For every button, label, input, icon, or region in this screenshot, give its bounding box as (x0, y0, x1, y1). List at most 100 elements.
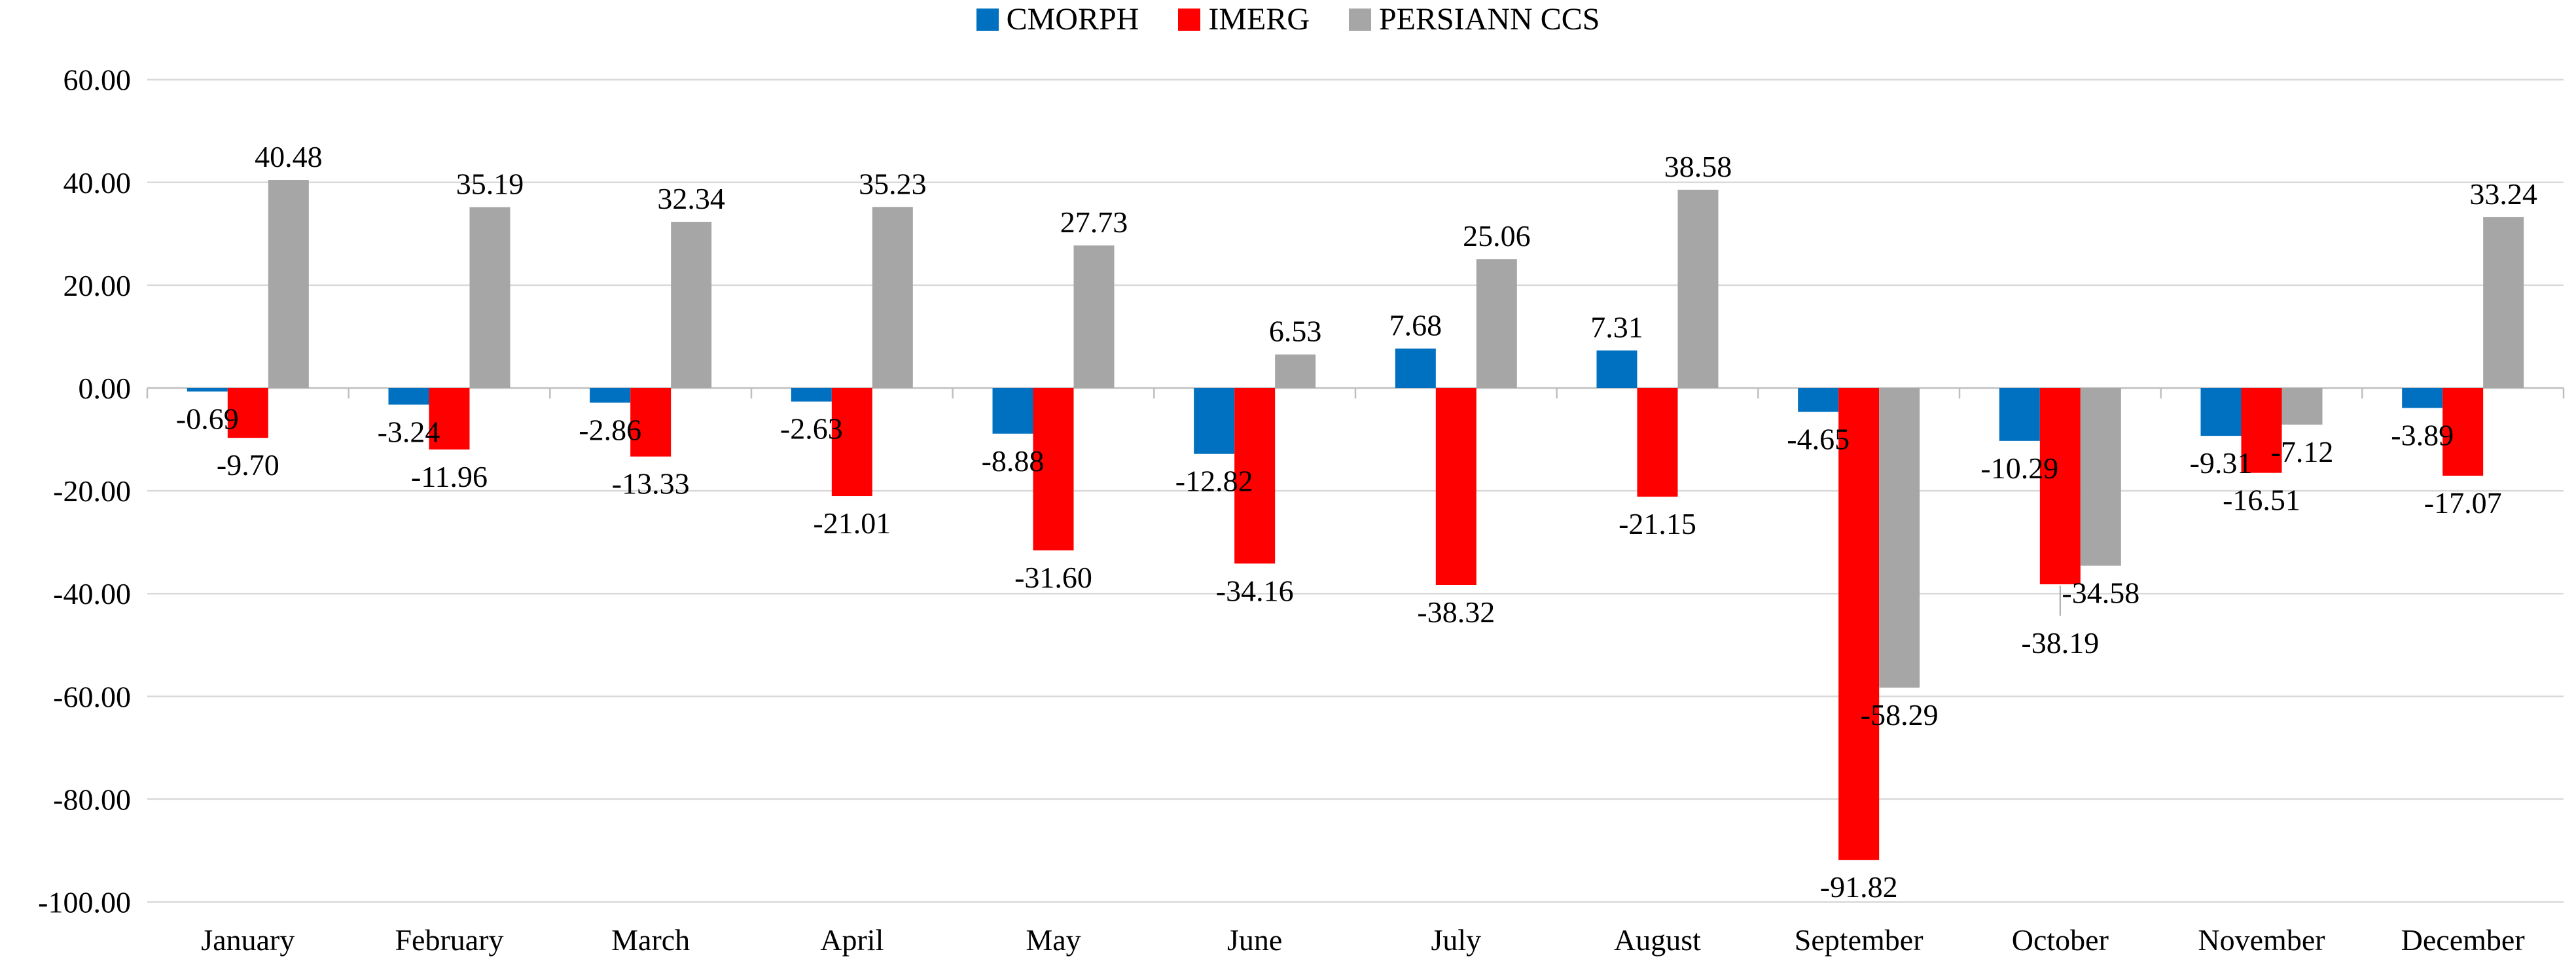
bar-persiann-ccs-february (469, 207, 510, 388)
data-label: -38.32 (1417, 595, 1495, 629)
bar-persiann-ccs-august (1677, 189, 1719, 388)
y-axis-tick-label: 20.00 (63, 269, 132, 302)
x-axis-label: March (611, 923, 690, 957)
x-axis-label: October (2012, 923, 2109, 957)
data-label: 35.19 (456, 168, 524, 201)
y-axis-tick-label: 60.00 (63, 63, 132, 97)
x-axis-label: April (820, 923, 884, 957)
bar-cmorph-september (1798, 388, 1839, 412)
bar-cmorph-may (992, 388, 1033, 434)
bar-persiann-ccs-april (872, 207, 913, 388)
data-label: -91.82 (1820, 870, 1898, 904)
data-label: -9.70 (217, 448, 279, 482)
bar-cmorph-december (2402, 388, 2443, 408)
legend-swatch-imerg (1178, 9, 1201, 31)
x-axis-label: August (1614, 923, 1701, 957)
x-axis-label: May (1026, 923, 1081, 957)
bar-cmorph-february (388, 388, 429, 405)
x-axis-label: December (2401, 923, 2525, 957)
y-axis-tick-label: -20.00 (53, 474, 131, 508)
bar-imerg-february (429, 388, 470, 450)
legend-swatch-cmorph (976, 9, 999, 31)
data-label: -4.65 (1787, 423, 1850, 456)
data-label: 7.31 (1590, 311, 1643, 344)
bar-imerg-march (630, 388, 671, 457)
data-label: -3.89 (2391, 419, 2454, 452)
bar-imerg-october (2039, 388, 2081, 584)
data-label: -2.63 (780, 412, 843, 446)
bar-persiann-ccs-may (1073, 245, 1115, 388)
bar-cmorph-october (1999, 388, 2040, 441)
data-label: 35.23 (859, 167, 927, 200)
x-axis-label: July (1431, 923, 1481, 957)
data-label: 6.53 (1269, 315, 1322, 348)
data-label: -21.15 (1619, 507, 1696, 540)
data-label: -8.88 (982, 444, 1045, 478)
chart-legend: CMORPH IMERG PERSIANN CCS (0, 4, 2576, 35)
bar-cmorph-march (590, 388, 631, 403)
bar-imerg-august (1637, 388, 1678, 497)
data-label: -10.29 (1980, 451, 2058, 485)
bar-persiann-ccs-january (268, 180, 309, 388)
bar-imerg-january (227, 388, 268, 438)
data-label: -17.07 (2424, 486, 2502, 520)
bar-imerg-september (1838, 388, 1880, 860)
bar-cmorph-june (1194, 388, 1235, 454)
data-label: -11.96 (411, 460, 488, 493)
data-label: 33.24 (2469, 177, 2537, 211)
bar-cmorph-august (1596, 350, 1637, 388)
data-label: -38.19 (2021, 626, 2099, 660)
bar-imerg-may (1033, 388, 1074, 551)
x-axis-label: November (2198, 923, 2325, 957)
bar-imerg-june (1234, 388, 1276, 564)
bar-persiann-ccs-march (671, 221, 712, 388)
legend-swatch-persiann-ccs (1348, 9, 1371, 31)
data-label: -31.60 (1014, 561, 1092, 594)
data-label: 25.06 (1463, 219, 1531, 253)
y-axis-tick-label: -80.00 (53, 783, 131, 816)
data-label: -2.86 (579, 413, 641, 446)
bar-cmorph-november (2200, 388, 2242, 436)
bar-persiann-ccs-june (1275, 354, 1316, 388)
bar-persiann-ccs-september (1879, 388, 1920, 688)
data-label: 32.34 (657, 182, 725, 215)
data-label: -34.16 (1216, 574, 1294, 607)
bar-imerg-july (1435, 388, 1476, 586)
data-label: 40.48 (255, 140, 323, 173)
legend-label-persiann-ccs: PERSIANN CCS (1378, 2, 1600, 37)
bar-cmorph-april (791, 388, 832, 402)
x-axis-label: September (1795, 923, 1923, 957)
y-axis-tick-label: 40.00 (63, 166, 132, 200)
y-axis-tick-label: -40.00 (53, 577, 131, 610)
bar-imerg-november (2241, 388, 2282, 473)
bar-persiann-ccs-october (2080, 388, 2121, 566)
data-label: 7.68 (1389, 309, 1442, 342)
data-label: -58.29 (1861, 698, 1939, 732)
data-label: -12.82 (1175, 465, 1253, 498)
legend-item-imerg: IMERG (1178, 4, 1310, 35)
bar-cmorph-july (1395, 348, 1436, 388)
data-label: -21.01 (813, 506, 891, 540)
bar-imerg-april (831, 388, 872, 497)
legend-label-cmorph: CMORPH (1006, 2, 1139, 37)
bar-imerg-december (2442, 388, 2484, 476)
legend-label-imerg: IMERG (1208, 2, 1310, 37)
legend-item-cmorph: CMORPH (976, 4, 1139, 35)
data-label: 38.58 (1664, 150, 1732, 183)
y-axis-tick-label: 0.00 (79, 372, 132, 405)
data-label: -9.31 (2190, 446, 2253, 480)
x-axis-label: January (201, 923, 295, 957)
x-axis-label: February (395, 923, 503, 957)
legend-item-persiann-ccs: PERSIANN CCS (1348, 2, 1600, 37)
bar-persiann-ccs-december (2483, 217, 2524, 388)
bar-cmorph-january (187, 388, 228, 392)
data-label: -16.51 (2223, 484, 2300, 517)
data-label: -34.58 (2062, 576, 2139, 610)
data-label: -0.69 (176, 402, 239, 435)
data-label: -3.24 (378, 415, 440, 448)
x-axis-label: June (1227, 923, 1282, 957)
data-label: -13.33 (612, 467, 690, 501)
y-axis-tick-label: -100.00 (38, 886, 131, 919)
